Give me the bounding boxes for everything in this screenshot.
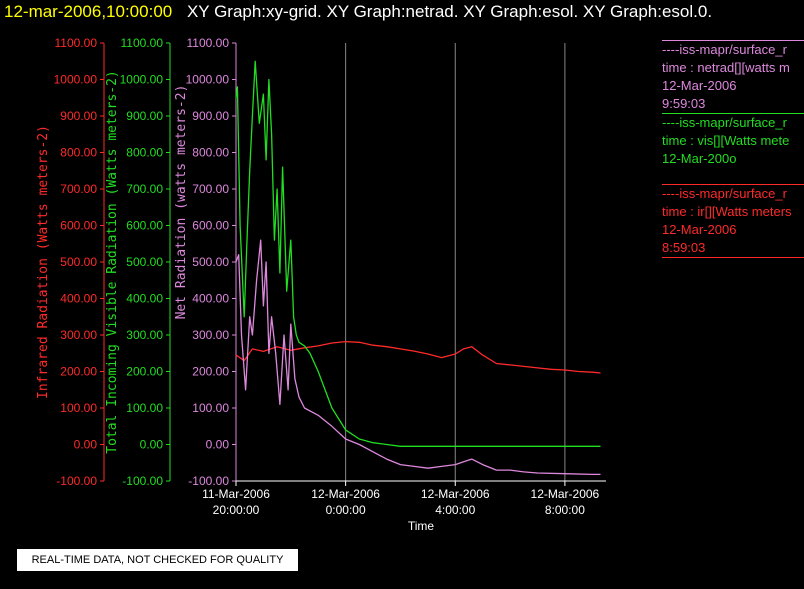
y-tick-label: 200.00 xyxy=(126,365,163,379)
legend-ir-date: 12-Mar-2006 xyxy=(662,222,737,237)
legend-vis-date: 12-Mar-200o xyxy=(662,151,737,166)
y-tick-label: 700.00 xyxy=(60,182,97,196)
y-tick-label: 800.00 xyxy=(126,146,163,160)
y-tick-label: 500.00 xyxy=(126,255,163,269)
y-tick-label: 800.00 xyxy=(192,146,229,160)
y-tick-label: 700.00 xyxy=(126,182,163,196)
y-axis-label-infrared: Infrared Radiation (Watts meters-2) xyxy=(36,125,51,399)
legend-vis-variable: time : vis[][Watts mete xyxy=(662,133,790,148)
gridlines xyxy=(345,43,566,481)
y-tick-label: 400.00 xyxy=(60,292,97,306)
legend-ir-time: 8:59:03 xyxy=(662,240,706,255)
quality-disclaimer: REAL-TIME DATA, NOT CHECKED FOR QUALITY xyxy=(17,549,298,571)
y-tick-label: 100.00 xyxy=(60,401,97,415)
title-graph-list: XY Graph:xy-grid. XY Graph:netrad. XY Gr… xyxy=(186,2,713,21)
y-tick-label: 600.00 xyxy=(192,219,229,233)
y-tick-label: 900.00 xyxy=(192,109,229,123)
y-tick-label: 800.00 xyxy=(60,146,97,160)
legend-netrad-date: 12-Mar-2006 xyxy=(662,78,737,93)
y-tick-label: -100.00 xyxy=(56,474,97,488)
y-tick-label: 100.00 xyxy=(192,401,229,415)
y-tick-label: 300.00 xyxy=(126,328,163,342)
y-tick-label: 900.00 xyxy=(126,109,163,123)
legend-entry-netrad: ----iss-mapr/surface_r time : netrad[][w… xyxy=(662,40,804,113)
x-tick-label-time: 8:00:00 xyxy=(545,503,585,517)
y-tick-label: 100.00 xyxy=(126,401,163,415)
legend-entry-vis: ----iss-mapr/surface_r time : vis[][Watt… xyxy=(662,113,804,168)
legend-vis-source: ----iss-mapr/surface_r xyxy=(662,115,787,130)
axes: -100.00 0.00 100.00 200.00 300.00 400.00 500.0… xyxy=(36,36,606,533)
y-tick-label: 500.00 xyxy=(60,255,97,269)
y-tick-label: 200.00 xyxy=(60,365,97,379)
y-tick-label: 600.00 xyxy=(126,219,163,233)
y-axis-label-net: Net Radiation (watts meters-2) xyxy=(174,85,189,320)
y-tick-label: 1000.00 xyxy=(54,73,98,87)
y-tick-label: 200.00 xyxy=(192,365,229,379)
x-tick-label-date: 11-Mar-2006 xyxy=(202,487,270,501)
y-tick-label: 1000.00 xyxy=(120,73,164,87)
legend-entry-ir: ----iss-mapr/surface_r time : ir[][Watts… xyxy=(662,184,804,258)
y-tick-label: 400.00 xyxy=(126,292,163,306)
legend-ir-variable: time : ir[][Watts meters xyxy=(662,204,792,219)
y-tick-label: 400.00 xyxy=(192,292,229,306)
y-tick-label: 0.00 xyxy=(140,438,164,452)
series-line-visible xyxy=(235,60,601,447)
legend-ir-source: ----iss-mapr/surface_r xyxy=(662,186,787,201)
y-tick-label: 1100.00 xyxy=(55,36,98,50)
legend-netrad-source: ----iss-mapr/surface_r xyxy=(662,42,787,57)
legend-netrad-variable: time : netrad[][watts m xyxy=(662,60,790,75)
series-lines xyxy=(235,60,601,476)
y-tick-label: -100.00 xyxy=(188,474,229,488)
y-tick-label: 1100.00 xyxy=(121,36,164,50)
y-tick-label: 1000.00 xyxy=(186,73,230,87)
x-tick-label-date: 12-Mar-2006 xyxy=(531,487,600,501)
x-tick-label-time: 0:00:00 xyxy=(326,503,366,517)
y-tick-label: 700.00 xyxy=(192,182,229,196)
y-tick-label: 300.00 xyxy=(60,328,97,342)
title-bar: 12-mar-2006,10:00:00 XY Graph:xy-grid. X… xyxy=(0,0,804,28)
y-tick-label: 500.00 xyxy=(192,255,229,269)
x-tick-label-date: 12-Mar-2006 xyxy=(311,487,380,501)
legend-netrad-time: 9:59:03 xyxy=(662,96,706,111)
y-tick-label: 1100.00 xyxy=(187,36,230,50)
x-axis-label: Time xyxy=(408,519,435,533)
series-line-net xyxy=(235,239,601,476)
title-timestamp: 12-mar-2006,10:00:00 xyxy=(4,2,173,21)
x-tick-label-time: 20:00:00 xyxy=(213,503,260,517)
y-tick-label: 300.00 xyxy=(192,328,229,342)
y-tick-label: 0.00 xyxy=(206,438,230,452)
series-line-infrared xyxy=(235,340,601,374)
y-tick-label: -100.00 xyxy=(122,474,163,488)
y-tick-label: 600.00 xyxy=(60,219,97,233)
y-axis-label-visible: Total Incoming Visible Radiation (Watts … xyxy=(105,70,120,454)
x-tick-label-date: 12-Mar-2006 xyxy=(421,487,490,501)
x-tick-label-time: 4:00:00 xyxy=(435,503,475,517)
y-tick-label: 0.00 xyxy=(74,438,98,452)
y-tick-label: 900.00 xyxy=(60,109,97,123)
